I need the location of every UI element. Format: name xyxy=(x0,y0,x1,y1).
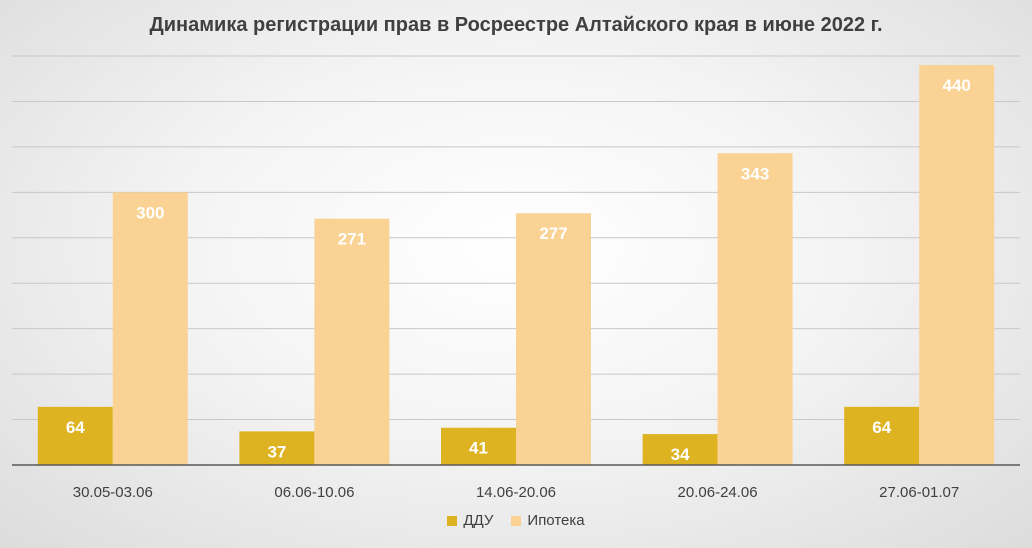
x-tick-label: 20.06-24.06 xyxy=(678,484,758,501)
data-label: 300 xyxy=(136,203,164,222)
x-tick-label: 14.06-20.06 xyxy=(476,484,556,501)
bar-0-3 xyxy=(642,434,718,465)
bar-0-1 xyxy=(239,431,315,465)
data-label: 277 xyxy=(539,224,567,243)
bar-0-0 xyxy=(37,406,113,465)
bar-1-1 xyxy=(314,218,390,465)
legend-label-mortgage: Ипотека xyxy=(527,512,585,529)
legend-swatch-mortgage xyxy=(511,515,522,526)
data-label: 271 xyxy=(338,230,366,249)
bar-1-2 xyxy=(516,213,591,465)
x-tick-label: 30.05-03.06 xyxy=(73,484,153,501)
bar-1-0 xyxy=(112,192,188,466)
legend-label-ddu: ДДУ xyxy=(463,512,494,529)
bar-0-4 xyxy=(844,406,920,465)
bar-1-3 xyxy=(717,153,793,466)
chart-title: Динамика регистрации прав в Росреестре А… xyxy=(149,14,883,36)
legend: ДДУ Ипотека xyxy=(0,512,1032,529)
bar-0-2 xyxy=(441,427,516,465)
data-label: 37 xyxy=(267,442,286,461)
legend-item-ddu: ДДУ xyxy=(447,512,493,529)
data-label: 64 xyxy=(66,418,85,437)
data-label: 343 xyxy=(741,164,769,183)
legend-swatch-ddu xyxy=(447,515,458,526)
data-label: 440 xyxy=(943,76,971,95)
data-label: 41 xyxy=(469,439,488,458)
data-label: 34 xyxy=(671,445,690,464)
x-tick-label: 06.06-10.06 xyxy=(274,484,354,501)
x-tick-label: 27.06-01.07 xyxy=(879,484,959,501)
bar-1-4 xyxy=(919,65,995,465)
legend-item-mortgage: Ипотека xyxy=(511,512,585,529)
data-label: 64 xyxy=(872,418,891,437)
